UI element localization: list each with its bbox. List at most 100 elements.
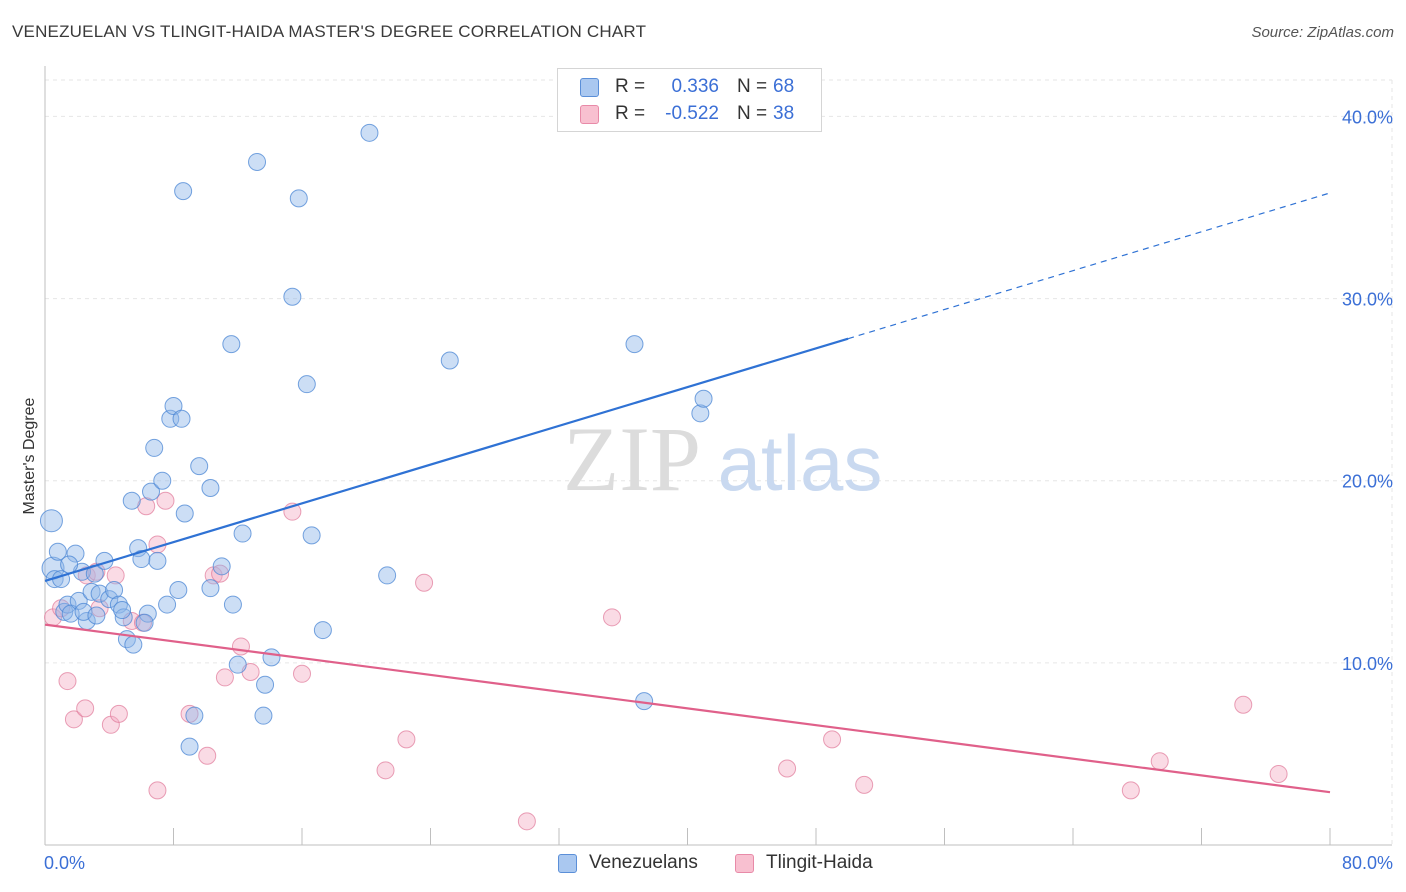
- tlingit-haida-point: [855, 775, 874, 794]
- venezuelans-point: [100, 590, 119, 609]
- venezuelans-point: [360, 123, 379, 142]
- venezuelans-point: [135, 613, 154, 632]
- venezuelans-point: [124, 635, 143, 654]
- venezuelans-point: [169, 581, 188, 599]
- venezuelans-point: [148, 551, 167, 570]
- legend-n-label: N =: [737, 76, 768, 97]
- y-tick-label: 30.0%: [1342, 290, 1393, 310]
- venezuelans-point: [248, 152, 267, 171]
- legend-row-tlingit-haida: R = -0.522 N = 38: [580, 102, 794, 126]
- venezuelans-point: [69, 591, 88, 610]
- tlingit-haida-point: [1150, 752, 1169, 771]
- tlingit-haida-point: [215, 668, 234, 687]
- tlingit-haida-point: [823, 730, 842, 749]
- tlingit-haida-point: [156, 491, 175, 510]
- venezuelans-point: [66, 544, 85, 563]
- venezuelans-point: [105, 581, 124, 599]
- tlingit-haida-point: [64, 710, 83, 729]
- tlingit-haida-point: [293, 664, 311, 683]
- venezuelans-point: [60, 555, 79, 574]
- y-tick-labels: 10.0% 20.0% 30.0% 40.0%: [1342, 107, 1393, 673]
- tlingit-haida-trend-line: [44, 623, 1331, 794]
- venezuelans-point: [164, 397, 183, 416]
- venezuelans-point: [262, 648, 281, 667]
- venezuelans-point: [313, 621, 332, 640]
- chart-title: VENEZUELAN VS TLINGIT-HAIDA MASTER'S DEG…: [12, 22, 647, 41]
- tlingit-haida-point: [198, 746, 217, 765]
- venezuelans-point: [113, 601, 132, 620]
- venezuelans-point: [39, 509, 63, 533]
- venezuelans-point: [283, 287, 302, 306]
- venezuelans-point: [302, 526, 321, 545]
- legend-swatch-pink: [735, 853, 754, 873]
- x-tick-labels: 0.0% 80.0%: [44, 853, 1393, 873]
- venezuelans-point: [174, 182, 193, 201]
- venezuelans-point: [691, 404, 710, 423]
- venezuelans-point: [153, 471, 172, 490]
- venezuelans-point: [223, 595, 242, 614]
- venezuelans-point: [185, 706, 204, 725]
- venezuelans-points: [39, 123, 713, 756]
- tlingit-haida-point: [415, 573, 434, 592]
- venezuelans-point: [222, 335, 241, 354]
- legend-n-label: N =: [737, 103, 768, 124]
- venezuelans-trend-extension: [847, 192, 1331, 340]
- venezuelans-point: [440, 351, 459, 370]
- venezuelans-point: [297, 375, 316, 394]
- venezuelans-point: [158, 595, 177, 614]
- y-axis-label: Master's Degree: [21, 397, 38, 514]
- legend-item-label: Venezuelans: [589, 852, 698, 873]
- venezuelans-point: [378, 566, 397, 585]
- source-credit: Source: ZipAtlas.com: [1251, 24, 1394, 41]
- venezuelans-point: [172, 409, 191, 428]
- venezuelans-point: [289, 189, 308, 208]
- trend-lines: [44, 192, 1331, 794]
- tlingit-haida-point: [376, 761, 395, 780]
- venezuelans-point: [233, 524, 252, 543]
- tlingit-haida-point: [211, 564, 230, 583]
- legend-r-label: R =: [615, 76, 646, 97]
- tlingit-haida-point: [109, 704, 128, 723]
- venezuelans-point: [201, 579, 220, 598]
- correlation-legend: R = 0.336 N = 68 R = -0.522 N = 38: [557, 68, 822, 132]
- legend-item-label: Tlingit-Haida: [766, 852, 873, 873]
- legend-item-venezuelans[interactable]: Venezuelans: [558, 852, 698, 874]
- legend-swatch-blue: [558, 853, 577, 873]
- tlingit-haida-point: [58, 672, 77, 691]
- tlingit-haida-point: [517, 812, 536, 831]
- tlingit-haida-point: [397, 730, 416, 749]
- venezuelans-point: [142, 482, 161, 501]
- legend-item-tlingit-haida[interactable]: Tlingit-Haida: [735, 852, 873, 874]
- venezuelans-point: [114, 608, 133, 627]
- venezuelans-point: [90, 584, 109, 603]
- legend-n-value: 68: [773, 76, 795, 97]
- venezuelans-point: [145, 438, 164, 457]
- y-tick-label: 10.0%: [1342, 654, 1393, 674]
- venezuelans-point: [48, 542, 67, 561]
- watermark-zip: ZIP: [563, 408, 701, 510]
- venezuelans-point: [87, 606, 106, 625]
- x-tick-label: 80.0%: [1342, 853, 1393, 873]
- venezuelans-point: [175, 504, 194, 523]
- legend-n-value: 38: [773, 103, 795, 124]
- legend-r-label: R =: [615, 103, 646, 124]
- tlingit-haida-point: [106, 566, 125, 585]
- venezuelans-trend-line: [44, 337, 849, 582]
- axes: [44, 66, 1392, 846]
- tlingit-haida-point: [1234, 695, 1253, 714]
- tlingit-haida-point: [603, 608, 622, 627]
- tlingit-haida-point: [76, 699, 95, 718]
- y-tick-label: 40.0%: [1342, 107, 1393, 127]
- venezuelans-point: [190, 457, 209, 476]
- tlingit-haida-point: [148, 781, 167, 800]
- venezuelans-point: [201, 479, 220, 497]
- venezuelans-point: [228, 655, 247, 674]
- venezuelans-point: [256, 675, 275, 694]
- x-tick-label: 0.0%: [44, 853, 85, 873]
- y-tick-label: 20.0%: [1342, 472, 1393, 492]
- venezuelans-point: [254, 706, 273, 725]
- venezuelans-point: [132, 550, 151, 569]
- tlingit-haida-point: [1121, 781, 1140, 800]
- watermark-atlas: atlas: [718, 419, 883, 507]
